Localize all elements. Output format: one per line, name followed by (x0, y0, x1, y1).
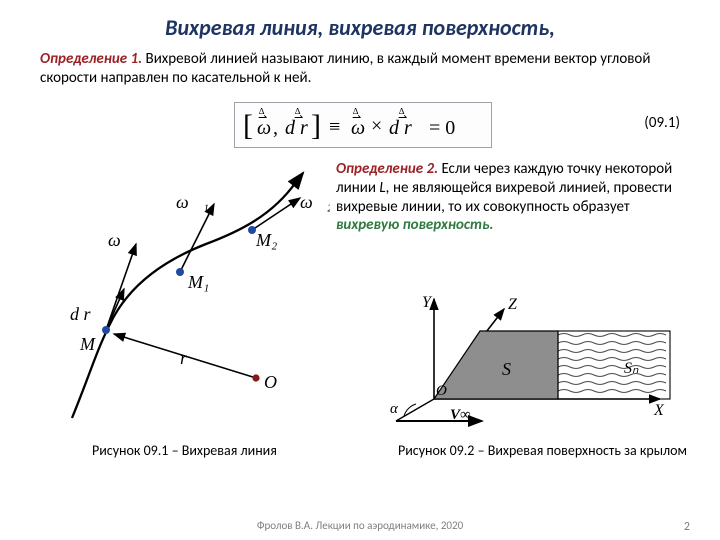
label-M2: M₂ (255, 230, 277, 250)
equation-row: [ ω ⇀ ∆ , d r ⇀ ∆ ] ≡ ω ⇀ ∆ × d r ⇀ ∆ = … (40, 102, 680, 146)
eq-omega2-delta: ∆ (353, 106, 359, 116)
label-Vinf: V∞ (450, 407, 471, 423)
eq-cross: × (371, 115, 382, 137)
label-O2: O (436, 383, 447, 399)
label-M1: M₁ (187, 272, 209, 292)
label-r: r⃗ (180, 348, 201, 368)
definition-2: Определение 2. Если через каждую точку н… (336, 160, 688, 235)
eq-rbrac: ] (311, 109, 321, 142)
eq-dr1-delta: ∆ (295, 106, 301, 116)
definition-2-L: L, (379, 179, 389, 197)
label-alpha: α (390, 401, 399, 417)
definition-2-term: вихревую поверхность. (336, 216, 494, 234)
label-S: S (502, 359, 511, 379)
label-omega1: ω⃗₁ (176, 192, 209, 212)
eq-equiv: ≡ (329, 116, 340, 138)
equation-number: (09.1) (644, 114, 680, 132)
eq-lbrac: [ (243, 109, 253, 142)
figure-right: Y X Z S Sₙ O V∞ α (386, 291, 672, 431)
label-omega2: ω⃗₂ (300, 192, 330, 212)
slide-title: Вихревая линия, вихревая поверхность, (0, 14, 720, 41)
label-M: M (79, 334, 96, 354)
definition-1-label: Определение 1. (40, 50, 142, 68)
footer: Фролов В.А. Лекции по аэродинамике, 2020 (0, 519, 720, 532)
caption-right: Рисунок 09.2 – Вихревая поверхность за к… (398, 442, 687, 459)
figure-left: ω⃗ ω⃗₁ ω⃗₂ d r⃗ r⃗ M M₁ M₂ O (60, 164, 330, 424)
label-Sn: Sₙ (624, 360, 639, 377)
definition-1: Определение 1. Вихревой линией называют … (40, 50, 680, 88)
eq-eqzero: = 0 (429, 117, 455, 139)
eq-omega1-delta: ∆ (259, 106, 265, 116)
label-Z: Z (508, 296, 518, 313)
definition-2-label: Определение 2. (336, 160, 438, 178)
label-dr: d r⃗ (70, 304, 105, 324)
equation-box: [ ω ⇀ ∆ , d r ⇀ ∆ ] ≡ ω ⇀ ∆ × d r ⇀ ∆ = … (234, 102, 492, 148)
eq-dr2-delta: ∆ (399, 106, 405, 116)
caption-left: Рисунок 09.1 – Вихревая линия (92, 442, 277, 459)
label-Y: Y (422, 294, 433, 311)
label-O: O (264, 372, 277, 392)
eq-comma: , (273, 117, 278, 139)
label-omega: ω⃗ (108, 230, 135, 250)
label-X: X (653, 402, 665, 419)
page-number: 2 (684, 520, 690, 534)
